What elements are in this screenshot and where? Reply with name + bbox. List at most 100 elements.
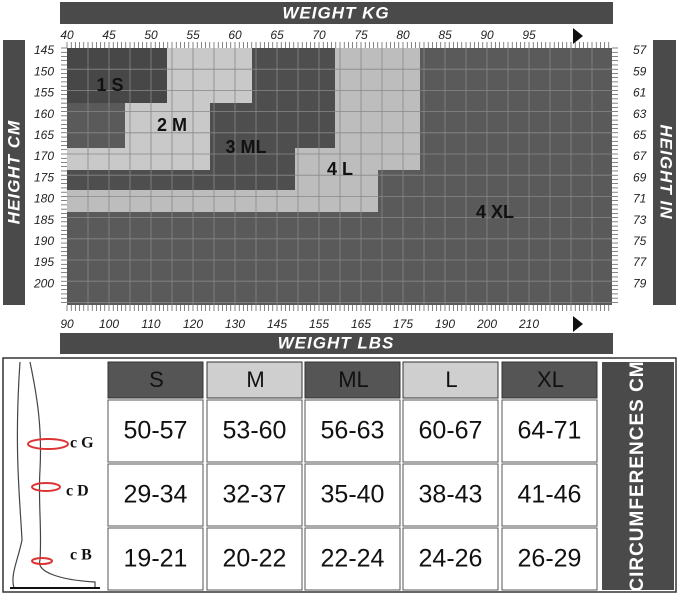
measure-ring xyxy=(31,482,61,492)
cell-value: 53-60 xyxy=(223,417,287,445)
tick-label: 210 xyxy=(518,317,539,331)
tick-label: 145 xyxy=(267,317,287,331)
cell-value: 50-57 xyxy=(124,417,188,445)
header-cell xyxy=(402,361,499,399)
cell-value: 29-34 xyxy=(124,481,188,509)
tick-label: 95 xyxy=(522,28,536,42)
tick-label: 155 xyxy=(34,86,54,100)
cell xyxy=(107,463,204,527)
cell xyxy=(402,527,499,591)
band xyxy=(653,40,676,305)
measure-ring xyxy=(31,557,53,565)
tick-label: 75 xyxy=(633,234,647,248)
tick-label: 65 xyxy=(633,128,647,142)
cell xyxy=(107,527,204,591)
region-s xyxy=(67,48,167,103)
header-cell xyxy=(304,361,401,399)
tick-label: 150 xyxy=(34,64,54,78)
tick-label: 165 xyxy=(34,128,54,142)
tick-label: 79 xyxy=(633,276,647,290)
header-cell xyxy=(107,361,204,399)
tick-label: 110 xyxy=(141,317,160,331)
tick-label: 63 xyxy=(633,107,647,121)
header-label: ML xyxy=(338,367,369,392)
tick-label: 85 xyxy=(438,28,452,42)
region-label: 4 XL xyxy=(476,202,514,222)
cell xyxy=(304,399,401,463)
tick-label: 71 xyxy=(633,192,646,206)
tick-label: 180 xyxy=(34,192,54,206)
cell-value: 38-43 xyxy=(419,481,483,509)
tick-label: 200 xyxy=(476,317,497,331)
cell xyxy=(206,527,303,591)
cell xyxy=(402,463,499,527)
cell-value: 35-40 xyxy=(321,481,385,509)
band xyxy=(3,40,25,305)
cell-value: 26-29 xyxy=(518,545,582,573)
cell-value: 60-67 xyxy=(419,417,483,445)
side-band xyxy=(602,362,674,590)
tick-label: 73 xyxy=(633,213,647,227)
region-label: 2 M xyxy=(157,115,187,135)
tick-label: 120 xyxy=(183,317,203,331)
tick-label: 75 xyxy=(354,28,368,42)
band xyxy=(60,2,613,24)
band xyxy=(60,333,613,354)
tick-label: 175 xyxy=(34,170,54,184)
tick-label: 65 xyxy=(270,28,284,42)
tick-label: 57 xyxy=(633,43,648,57)
arrow xyxy=(573,316,583,332)
cell-value: 32-37 xyxy=(223,481,287,509)
table-frame xyxy=(2,357,677,593)
region-m xyxy=(67,48,252,170)
tick-label: 200 xyxy=(33,276,54,290)
tick-label: 60 xyxy=(228,28,242,42)
measure-label: c G xyxy=(70,435,94,452)
cell xyxy=(304,527,401,591)
cell xyxy=(107,399,204,463)
header-label: XL xyxy=(537,367,564,392)
header-label: L xyxy=(445,367,457,392)
tick-label: 145 xyxy=(34,43,54,57)
tick-label: 165 xyxy=(351,317,371,331)
cell-value: 20-22 xyxy=(223,545,287,573)
axis-title: WEIGHT LBS xyxy=(278,333,395,352)
tick-label: 195 xyxy=(34,255,54,269)
cell-value: 22-24 xyxy=(321,545,385,573)
tick-label: 190 xyxy=(34,234,54,248)
leg-illustration xyxy=(12,361,96,589)
region-label: 3 ML xyxy=(225,137,266,157)
cell xyxy=(304,463,401,527)
tick-label: 80 xyxy=(396,28,410,42)
cell xyxy=(206,463,303,527)
tick-label: 61 xyxy=(633,86,646,100)
tick-label: 100 xyxy=(99,317,119,331)
measure-label: c B xyxy=(70,547,92,564)
tick-label: 185 xyxy=(34,213,54,227)
header-cell xyxy=(206,361,303,399)
tick-label: 160 xyxy=(34,107,54,121)
tick-label: 55 xyxy=(186,28,200,42)
tick-label: 190 xyxy=(435,317,455,331)
cell xyxy=(206,399,303,463)
arrow xyxy=(573,28,583,44)
tick-label: 170 xyxy=(34,149,54,163)
header-label: M xyxy=(246,367,264,392)
cell xyxy=(402,399,499,463)
axis-title: HEIGHT IN xyxy=(657,125,676,220)
tick-label: 45 xyxy=(102,28,116,42)
cell xyxy=(501,527,598,591)
region-label: 1 S xyxy=(96,75,123,95)
region-ml xyxy=(67,48,335,190)
tick-label: 70 xyxy=(312,28,326,42)
cell-value: 19-21 xyxy=(124,545,188,573)
cell-value: 41-46 xyxy=(518,481,582,509)
grid xyxy=(61,42,618,311)
tick-label: 59 xyxy=(633,64,647,78)
cell-value: 64-71 xyxy=(518,417,582,445)
tick-label: 69 xyxy=(633,170,647,184)
size-table: S M ML L XL 50-57 53-60 56-63 60-67 64-71 29-34 32-… xyxy=(107,361,598,591)
tick-label: 130 xyxy=(225,317,245,331)
